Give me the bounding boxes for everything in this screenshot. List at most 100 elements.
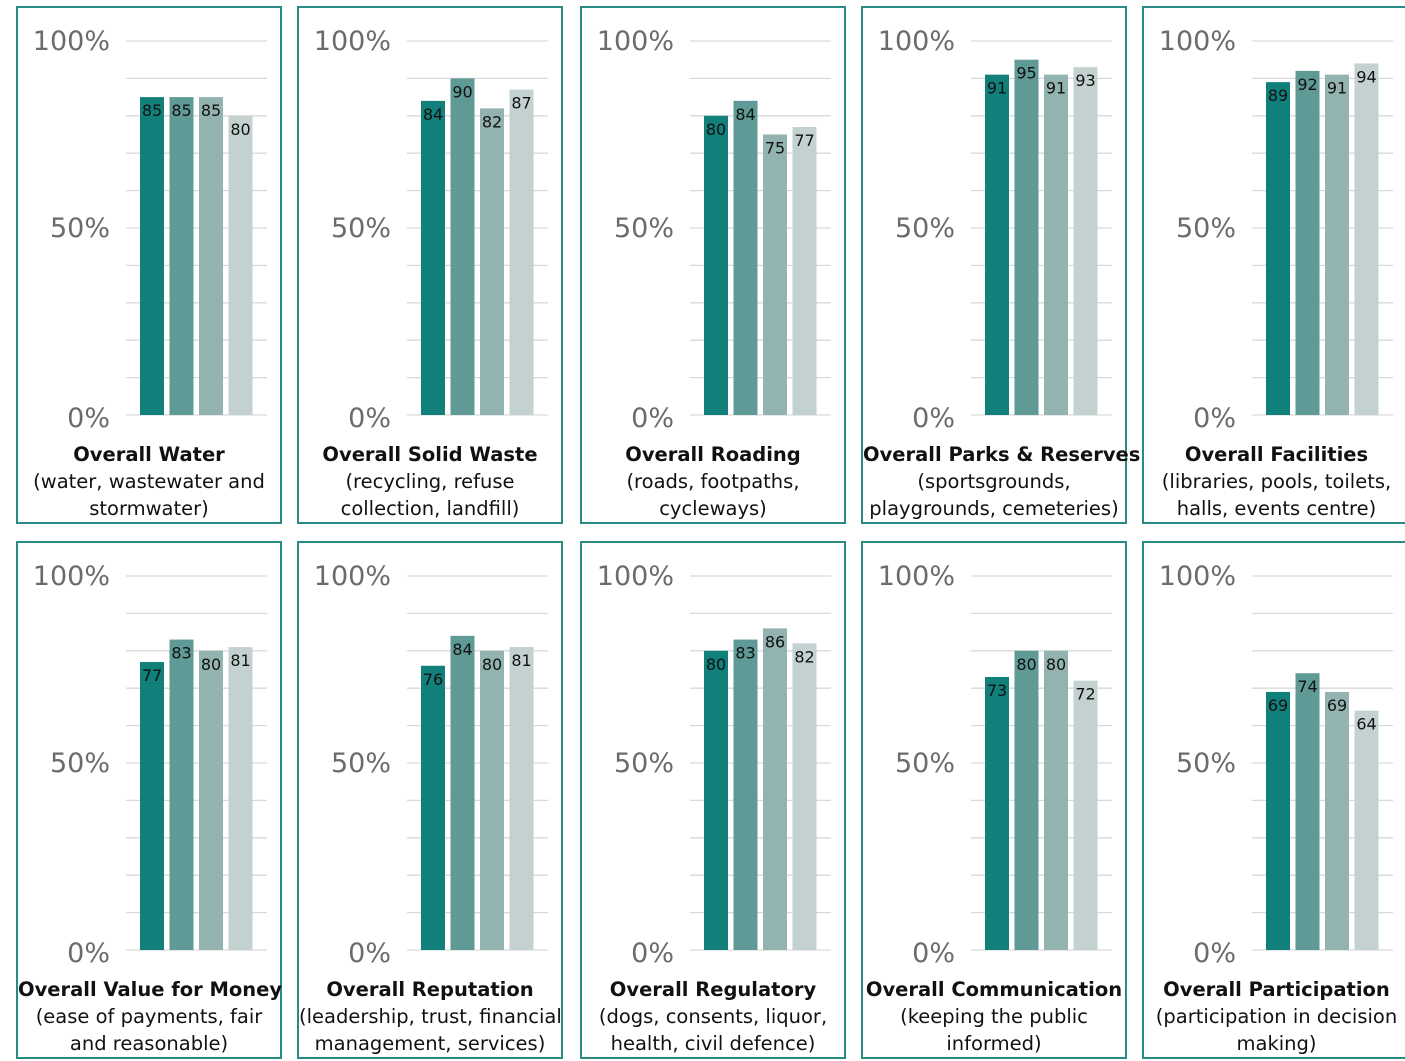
data-label: 73 xyxy=(987,681,1007,700)
data-label: 91 xyxy=(987,79,1007,98)
chart-subtitle-line: and reasonable) xyxy=(69,1032,229,1055)
data-label: 91 xyxy=(1327,79,1347,98)
data-label: 76 xyxy=(423,670,443,689)
bar xyxy=(792,127,817,416)
chart-panel-overall-value-for-money: 0% 50% 100% 77 83 80 81 Overall Value for Money… xyxy=(16,541,282,1059)
chart-title: Overall Participation xyxy=(1163,978,1390,1001)
chart-panel-overall-solid-waste: 0% 50% 100% 84 90 82 87 Overall Solid Waste (rec… xyxy=(297,6,563,524)
bar xyxy=(480,650,504,950)
y-tick-label: 0% xyxy=(348,403,391,434)
chart-subtitle-line: playgrounds, cemeteries) xyxy=(869,497,1119,520)
chart-caption: Overall Value for Money (ease of payments… xyxy=(18,976,282,1057)
y-tick-label: 0% xyxy=(912,938,955,969)
chart-caption: Overall Roading (roads, footpaths, cyclewa… xyxy=(582,441,844,522)
bar xyxy=(450,635,475,950)
chart-subtitle-line: health, civil defence) xyxy=(610,1032,816,1055)
bar-chart-overall-communication: 0% 50% 100% 73 80 80 72 xyxy=(878,561,1112,969)
data-label: 69 xyxy=(1268,696,1288,715)
chart-subtitle-line: management, services) xyxy=(314,1032,546,1055)
data-label: 77 xyxy=(142,666,162,685)
data-label: 80 xyxy=(1016,655,1036,674)
bar xyxy=(704,650,728,950)
bar xyxy=(1073,680,1098,950)
chart-panel-overall-reputation: 0% 50% 100% 76 84 80 81 Overall Reputation (lead… xyxy=(297,541,563,1059)
data-label: 64 xyxy=(1356,715,1376,734)
bar xyxy=(763,628,787,950)
data-label: 87 xyxy=(511,94,531,113)
y-tick-label: 0% xyxy=(1193,403,1236,434)
y-tick-label: 0% xyxy=(912,403,955,434)
y-tick-label: 0% xyxy=(348,938,391,969)
chart-title: Overall Parks & Reserves xyxy=(863,443,1141,466)
data-label: 84 xyxy=(452,640,472,659)
bar xyxy=(228,115,253,416)
bar xyxy=(1295,70,1320,416)
data-label: 72 xyxy=(1075,685,1095,704)
data-label: 85 xyxy=(171,101,191,120)
chart-caption: Overall Solid Waste (recycling, refuse col… xyxy=(299,441,561,522)
bar xyxy=(704,115,728,416)
bar xyxy=(1354,710,1379,950)
y-tick-label: 0% xyxy=(1193,938,1236,969)
data-label: 80 xyxy=(706,120,726,139)
chart-subtitle-line: collection, landfill) xyxy=(340,497,520,520)
data-label: 83 xyxy=(171,644,191,663)
data-label: 91 xyxy=(1046,79,1066,98)
y-tick-label: 100% xyxy=(878,561,955,592)
y-tick-label: 50% xyxy=(50,213,110,244)
bar-chart-overall-reputation: 0% 50% 100% 76 84 80 81 xyxy=(314,561,548,969)
data-label: 94 xyxy=(1356,67,1376,86)
bar xyxy=(1014,59,1039,415)
bar-chart-overall-solid-waste: 0% 50% 100% 84 90 82 87 xyxy=(314,26,548,434)
bar-chart-overall-facilities: 0% 50% 100% 89 92 91 94 xyxy=(1159,26,1393,434)
data-label: 92 xyxy=(1297,75,1317,94)
y-tick-label: 100% xyxy=(314,561,391,592)
data-label: 77 xyxy=(794,131,814,150)
y-tick-label: 100% xyxy=(314,26,391,57)
bar xyxy=(1354,63,1379,415)
data-label: 90 xyxy=(452,82,472,101)
data-label: 74 xyxy=(1297,677,1317,696)
data-label: 69 xyxy=(1327,696,1347,715)
chart-title: Overall Solid Waste xyxy=(322,443,538,466)
y-tick-label: 100% xyxy=(33,561,110,592)
y-tick-label: 0% xyxy=(631,403,674,434)
y-tick-label: 50% xyxy=(614,748,674,779)
chart-caption: Overall Facilities (libraries, pools, toi… xyxy=(1144,441,1405,522)
data-label: 80 xyxy=(706,655,726,674)
y-tick-label: 50% xyxy=(331,213,391,244)
chart-subtitle-line: halls, events centre) xyxy=(1176,497,1377,520)
bar xyxy=(1325,691,1349,950)
bar xyxy=(169,639,194,950)
chart-title: Overall Communication xyxy=(865,978,1123,1001)
bar xyxy=(985,74,1009,415)
bar xyxy=(1325,74,1349,415)
bar xyxy=(140,662,164,950)
data-label: 83 xyxy=(735,644,755,663)
chart-panel-overall-participation: 0% 50% 100% 69 74 69 64 Overall Participation (p… xyxy=(1142,541,1405,1059)
chart-caption: Overall Water (water, wastewater and storm… xyxy=(18,441,280,522)
bar xyxy=(509,89,534,416)
data-label: 82 xyxy=(482,112,502,131)
data-label: 80 xyxy=(201,655,221,674)
chart-panel-overall-regulatory: 0% 50% 100% 80 83 86 82 Overall Regulatory (dogs… xyxy=(580,541,846,1059)
data-label: 95 xyxy=(1016,64,1036,83)
chart-subtitle-line: (sportsgrounds, xyxy=(917,470,1071,493)
bar-chart-overall-participation: 0% 50% 100% 69 74 69 64 xyxy=(1159,561,1393,969)
bar xyxy=(140,97,164,415)
y-tick-label: 50% xyxy=(331,748,391,779)
y-tick-label: 100% xyxy=(597,561,674,592)
chart-subtitle-line: stormwater) xyxy=(89,497,209,520)
y-tick-label: 50% xyxy=(895,213,955,244)
chart-title: Overall Regulatory xyxy=(609,978,817,1001)
bar xyxy=(1044,74,1068,415)
bar xyxy=(1266,82,1290,415)
chart-title: Overall Reputation xyxy=(326,978,534,1001)
bar xyxy=(763,134,787,415)
chart-caption: Overall Reputation (leadership, trust, fi… xyxy=(299,976,562,1057)
chart-caption: Overall Participation (participation in d… xyxy=(1144,976,1405,1057)
bar-chart-overall-water: 0% 50% 100% 85 85 85 80 xyxy=(33,26,267,434)
y-tick-label: 100% xyxy=(878,26,955,57)
y-tick-label: 100% xyxy=(1159,561,1236,592)
